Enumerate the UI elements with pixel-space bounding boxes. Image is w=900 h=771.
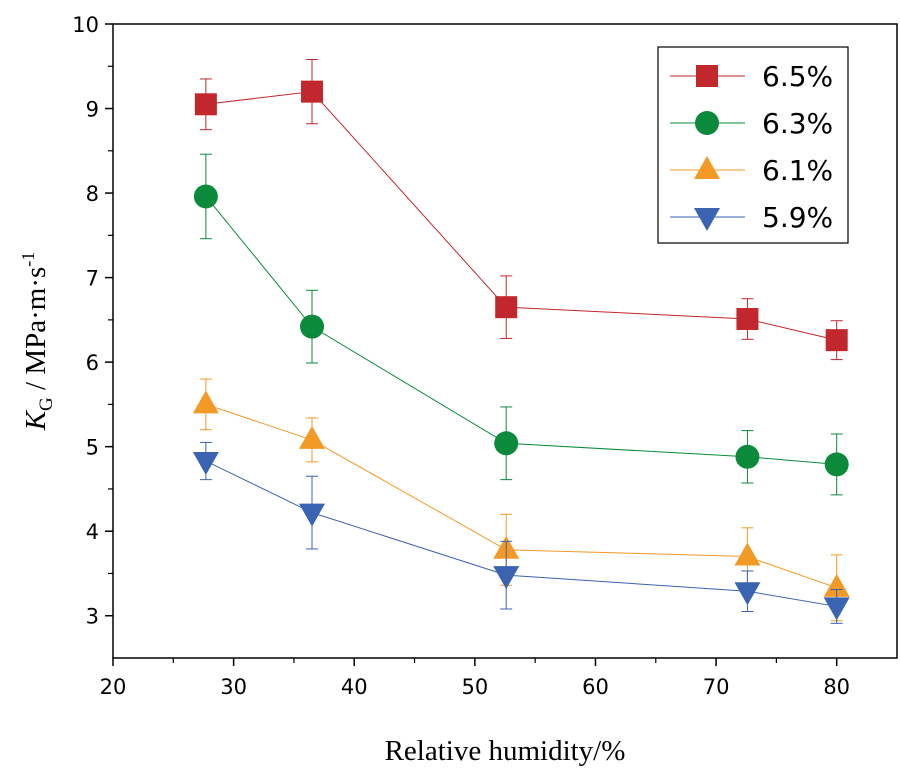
legend-label: 6.3% — [762, 107, 833, 140]
y-tick-label: 9 — [86, 98, 99, 122]
axis-ticks: 20 30 40 50 60 70 80 3 4 5 6 7 8 9 10 — [72, 13, 850, 699]
legend: 6.5% 6.3% 6.1% 5.9% — [657, 46, 849, 244]
y-tick-label: 10 — [72, 13, 99, 37]
x-tick-label: 20 — [100, 675, 127, 699]
data-point — [192, 452, 219, 476]
legend-marker — [694, 156, 720, 179]
y-tick-label: 8 — [86, 182, 99, 206]
data-point — [194, 93, 217, 116]
y-axis-label: KG / MPa·m·s-1 — [18, 252, 57, 432]
y-tick-label: 3 — [86, 605, 99, 629]
data-point — [734, 582, 761, 606]
x-tick-label: 30 — [220, 675, 247, 699]
data-point — [823, 597, 850, 621]
legend-box — [657, 46, 849, 244]
x-tick-label: 50 — [461, 675, 488, 699]
plot-frame — [112, 23, 898, 659]
legend-label: 6.1% — [762, 154, 833, 187]
y-label-main: K — [20, 409, 52, 431]
data-point — [823, 573, 850, 597]
y-tick-label: 4 — [86, 520, 99, 544]
x-tick-label: 70 — [703, 675, 730, 699]
x-tick-label: 80 — [823, 675, 850, 699]
x-tick-label: 60 — [582, 675, 609, 699]
series-5.9% — [192, 441, 850, 624]
data-point — [825, 329, 848, 352]
legend-label: 5.9% — [762, 201, 833, 234]
data-point — [299, 425, 326, 449]
data-point — [192, 390, 219, 414]
data-point — [193, 184, 218, 209]
data-point — [734, 542, 761, 566]
y-tick-label: 6 — [86, 351, 99, 375]
data-point — [494, 431, 519, 456]
legend-marker — [695, 111, 719, 135]
data-point — [735, 444, 760, 469]
series-6.5% — [194, 59, 848, 361]
legend-marker — [696, 65, 718, 87]
series-6.3% — [193, 153, 849, 496]
x-tick-label: 40 — [341, 675, 368, 699]
y-tick-label: 5 — [86, 436, 99, 460]
x-axis-label: Relative humidity/% — [385, 735, 626, 767]
y-label-sub: G — [36, 397, 57, 411]
data-point — [495, 296, 518, 319]
y-label-unit: / MPa·m·s — [20, 267, 52, 398]
data-point — [301, 80, 324, 103]
data-point — [300, 314, 325, 339]
legend-marker — [694, 208, 720, 231]
y-tick-label: 7 — [86, 267, 99, 291]
y-label-sup: -1 — [18, 252, 38, 267]
data-point — [736, 308, 759, 331]
plot-marks — [192, 59, 850, 624]
data-point — [824, 452, 849, 477]
legend-label: 6.5% — [762, 60, 833, 93]
data-point — [299, 503, 326, 527]
data-point — [493, 566, 520, 590]
